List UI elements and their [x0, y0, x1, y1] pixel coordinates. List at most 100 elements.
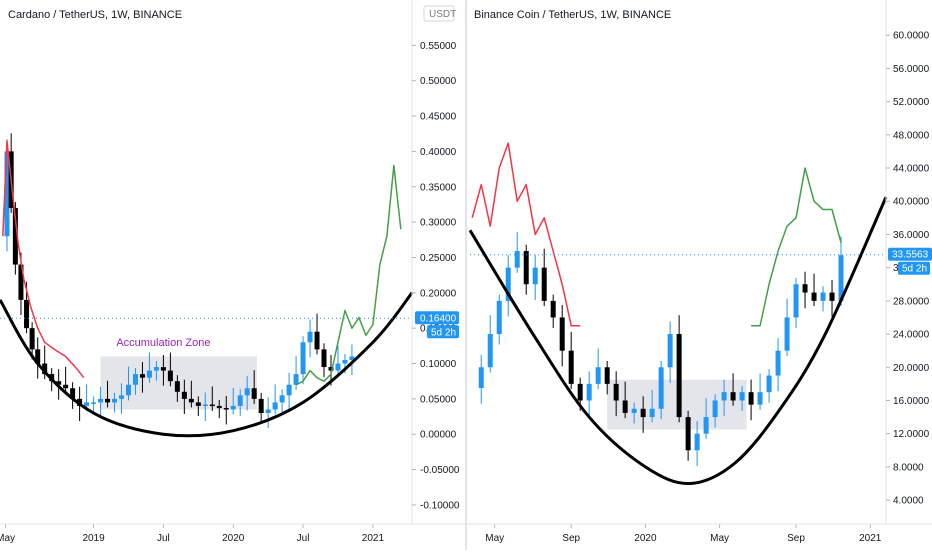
bnb-candles [478, 232, 844, 466]
cardano-candle-body [98, 398, 104, 403]
bnb-candle-body [739, 392, 745, 401]
bnb-candle-body [559, 317, 565, 351]
bnb-time-axis[interactable]: May Sep 2020 May Sep 2021 [485, 524, 882, 544]
cardano-candle-body [188, 398, 194, 403]
bnb-y-tick-label: 24.0000 [893, 330, 930, 341]
cardano-candle-body [35, 349, 41, 364]
bnb-candle-body [676, 334, 682, 418]
bnb-red-line [471, 142, 581, 327]
cardano-last-price-badge: 0.16400 5d 2h [415, 311, 459, 339]
bnb-candle-body [604, 367, 610, 384]
bnb-x-tick-label: May [485, 533, 504, 544]
bnb-candle-body [478, 367, 484, 389]
cardano-y-tick-label: 0.00000 [420, 430, 457, 441]
bnb-candle-body [784, 317, 790, 351]
bnb-cup-curve [468, 196, 888, 485]
bnb-candle-body [838, 255, 844, 301]
bnb-candle-body [586, 383, 592, 401]
cardano-candle-body [132, 374, 138, 385]
bnb-y-tick-label: 52.0000 [893, 97, 930, 108]
cardano-y-tick-label: 0.30000 [420, 218, 457, 229]
cardano-y-tick-label: 0.05000 [420, 394, 457, 405]
bnb-x-tick-label: May [710, 533, 729, 544]
bnb-candle-body [568, 350, 574, 384]
cardano-candle-body [4, 151, 10, 237]
bnb-candle-body [703, 417, 709, 434]
bnb-y-tick-label: 12.0000 [893, 429, 930, 440]
cardano-plot-area[interactable] [0, 0, 412, 524]
cardano-x-tick-label: 2019 [82, 533, 105, 544]
cardano-x-tick-label: Jul [157, 533, 170, 544]
cardano-overlay-lines [0, 140, 414, 438]
bnb-chart-title: Binance Coin / TetherUS, 1W, BINANCE [474, 9, 671, 21]
bnb-y-tick-label: 16.0000 [893, 396, 930, 407]
bnb-candle-body [550, 300, 556, 318]
cardano-candle-body [91, 402, 97, 404]
cardano-candle-body [119, 395, 125, 399]
cardano-y-tick-label: 0.50000 [420, 76, 457, 87]
bnb-overlay-lines [468, 142, 888, 485]
bnb-candle-body [595, 367, 601, 384]
bnb-y-tick-label: 40.0000 [893, 197, 930, 208]
cardano-candle-body [209, 404, 215, 407]
bnb-y-tick-label: 56.0000 [893, 64, 930, 75]
cardano-candle-body [216, 405, 222, 409]
cardano-candle-body [24, 299, 30, 329]
bnb-candle-body [829, 292, 835, 301]
cardano-red-line [2, 140, 85, 379]
cardano-candle-body [146, 370, 152, 378]
currency-button[interactable] [423, 5, 455, 22]
cardano-candle-body [321, 349, 327, 368]
cardano-countdown-bg [427, 325, 459, 339]
bnb-candle-body [631, 408, 637, 413]
bnb-y-tick-label: 28.0000 [893, 296, 930, 307]
bnb-x-tick-label: 2020 [634, 533, 657, 544]
cardano-y-tick-label: -0.10000 [420, 500, 460, 511]
cardano-price-axis[interactable]: 0.55000 0.50000 0.45000 0.40000 0.35000 0.300… [412, 41, 460, 512]
bnb-y-tick-label: 20.0000 [893, 363, 930, 374]
bnb-candle-body [766, 375, 772, 393]
cardano-candle-body [272, 402, 278, 410]
cardano-candle-body [251, 388, 257, 399]
cardano-green-line [295, 164, 402, 386]
cardano-time-axis[interactable]: May 2019 Jul 2020 Jul 2021 [0, 524, 384, 544]
bnb-candle-body [523, 251, 529, 285]
cardano-candle-body [300, 342, 306, 375]
cardano-candle-body [195, 402, 201, 406]
cardano-candle-body [335, 363, 341, 371]
bnb-price-badge-bg [888, 247, 932, 261]
cardano-candle-body [328, 367, 334, 371]
cardano-cup-curve [0, 291, 414, 438]
cardano-chart-panel[interactable]: Cardano / TetherUS, 1W, BINANCE Accumula… [0, 0, 460, 544]
accumulation-zone-label: Accumulation Zone [116, 337, 210, 349]
bnb-last-price-badge: 33.5563 5d 2h [888, 247, 932, 275]
cardano-y-tick-label: 0.40000 [420, 147, 457, 158]
bnb-y-tick-label: 36.0000 [893, 230, 930, 241]
bnb-candle-body [757, 392, 763, 405]
cardano-x-tick-label: 2021 [362, 533, 385, 544]
cardano-y-tick-label: 0.25000 [420, 253, 457, 264]
bnb-candle-body [622, 400, 628, 413]
bnb-x-tick-label: Sep [787, 533, 805, 544]
cardano-candle-body [63, 384, 69, 389]
bnb-countdown-bg [898, 261, 930, 275]
bnb-candle-body [496, 300, 502, 335]
bnb-plot-area[interactable] [468, 0, 886, 524]
bnb-candle-body [730, 392, 736, 401]
cardano-candle-body [230, 405, 236, 410]
cardano-y-tick-label: 0.20000 [420, 288, 457, 299]
cardano-candle-body [174, 381, 180, 392]
cardano-candle-body [12, 207, 18, 265]
cardano-candle-body [29, 328, 35, 350]
cardano-x-tick-label: Jul [297, 533, 310, 544]
bnb-green-line [751, 167, 842, 327]
bnb-candle-body [775, 350, 781, 376]
cardano-countdown: 5d 2h [431, 327, 456, 338]
bnb-last-price: 33.5563 [892, 250, 929, 261]
cardano-y-tick-label: 0.10000 [420, 359, 457, 370]
bnb-chart-panel[interactable]: Binance Coin / TetherUS, 1W, BINANCE 60.… [468, 0, 932, 544]
bnb-candle-body [667, 334, 673, 368]
bnb-candle-body [658, 367, 664, 409]
